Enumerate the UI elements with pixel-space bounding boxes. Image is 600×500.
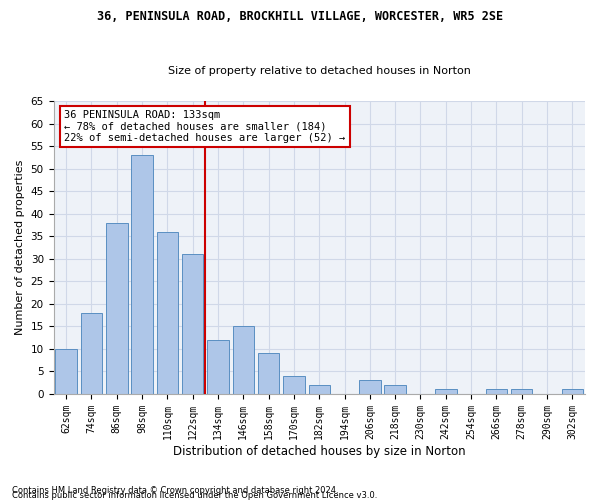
- Bar: [207, 340, 229, 394]
- Title: Size of property relative to detached houses in Norton: Size of property relative to detached ho…: [168, 66, 471, 76]
- Bar: [81, 313, 102, 394]
- Bar: [106, 223, 128, 394]
- Bar: [258, 354, 280, 394]
- Bar: [55, 349, 77, 394]
- Bar: [157, 232, 178, 394]
- Bar: [359, 380, 380, 394]
- Text: 36 PENINSULA ROAD: 133sqm
← 78% of detached houses are smaller (184)
22% of semi: 36 PENINSULA ROAD: 133sqm ← 78% of detac…: [64, 110, 346, 144]
- Bar: [283, 376, 305, 394]
- Text: Contains public sector information licensed under the Open Government Licence v3: Contains public sector information licen…: [12, 490, 377, 500]
- Bar: [435, 390, 457, 394]
- Bar: [385, 385, 406, 394]
- Bar: [511, 390, 532, 394]
- Bar: [485, 390, 507, 394]
- X-axis label: Distribution of detached houses by size in Norton: Distribution of detached houses by size …: [173, 444, 466, 458]
- Y-axis label: Number of detached properties: Number of detached properties: [15, 160, 25, 336]
- Bar: [131, 156, 153, 394]
- Bar: [308, 385, 330, 394]
- Bar: [562, 390, 583, 394]
- Bar: [233, 326, 254, 394]
- Text: 36, PENINSULA ROAD, BROCKHILL VILLAGE, WORCESTER, WR5 2SE: 36, PENINSULA ROAD, BROCKHILL VILLAGE, W…: [97, 10, 503, 23]
- Text: Contains HM Land Registry data © Crown copyright and database right 2024.: Contains HM Land Registry data © Crown c…: [12, 486, 338, 495]
- Bar: [182, 254, 203, 394]
